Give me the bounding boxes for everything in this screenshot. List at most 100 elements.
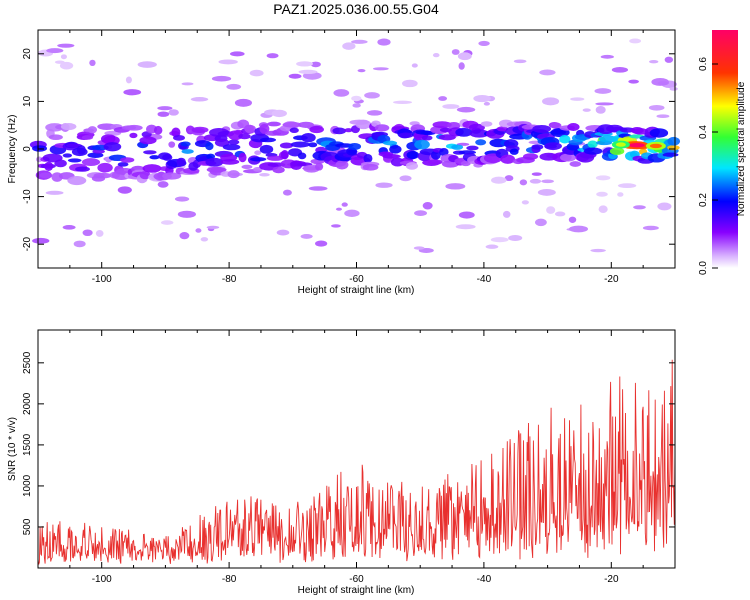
- spectrogram-cell: [92, 149, 105, 154]
- spectrogram-cell: [633, 205, 646, 210]
- spectrogram-cell: [441, 160, 459, 168]
- spectrogram-cell: [168, 141, 176, 148]
- spectrogram-cell: [348, 149, 358, 154]
- spectrogram-cell: [87, 152, 104, 158]
- spectrogram-cell: [490, 237, 509, 243]
- spectrogram-cell: [44, 161, 54, 172]
- spectrogram-cell: [259, 172, 270, 177]
- spectrogram-cell: [531, 172, 542, 176]
- spectrogram-cell: [456, 106, 476, 113]
- colorbar-tick-label: 0.2: [698, 193, 709, 207]
- spectrogram-cell: [82, 229, 93, 237]
- spectrogram-cell: [211, 75, 232, 82]
- spectrogram-cell: [62, 153, 73, 158]
- spectrogram-cell: [657, 202, 672, 211]
- spectrogram-cell: [282, 189, 292, 196]
- snr-x-ticks: -100 -80 -60 -40 -20: [69, 330, 644, 585]
- spectrogram-cell: [366, 110, 383, 116]
- spectrogram-cell: [32, 145, 48, 152]
- colorbar-tick-label: 0.4: [698, 125, 709, 139]
- spectrogram-cell: [657, 81, 669, 86]
- colorbar-tick-label: 0.0: [698, 261, 709, 275]
- spectrogram-cell: [137, 61, 157, 68]
- spectrogram-cell: [89, 59, 96, 67]
- spectrogram-cell: [442, 104, 460, 109]
- spectrogram-cell: [559, 135, 571, 144]
- spectrogram-cell: [374, 124, 390, 132]
- spectrogram-cell: [315, 240, 328, 247]
- spectrogram-cell: [546, 206, 556, 214]
- spectrogram-cell: [335, 207, 342, 211]
- heat-y-tick-label: 20: [22, 48, 33, 60]
- spectrogram-cell: [377, 38, 391, 46]
- spectrogram-cell: [181, 149, 194, 154]
- spectrogram-cell: [466, 145, 479, 151]
- spectrogram-cell: [445, 183, 466, 190]
- spectrogram-cell: [62, 225, 76, 230]
- spectrogram-cell: [296, 61, 313, 67]
- spectrogram-cell: [522, 153, 539, 160]
- spectrogram-cell: [335, 160, 349, 170]
- snr-x-tick-label: -80: [222, 574, 237, 585]
- heat-x-tick-label: -20: [604, 274, 619, 285]
- spectrogram-cell: [567, 123, 580, 131]
- spectrogram-cell: [617, 192, 624, 197]
- snr-y-tick-label: 1500: [22, 433, 33, 456]
- spectrogram-cell: [508, 235, 523, 242]
- spectrogram-cell: [583, 147, 603, 155]
- spectrogram-cell: [649, 143, 662, 149]
- spectrogram-cell: [669, 86, 678, 91]
- spectrogram-cell: [473, 94, 491, 103]
- spectrogram-cell: [402, 79, 418, 88]
- spectrogram-cell: [120, 157, 135, 163]
- spectrogram-cell: [609, 147, 625, 155]
- spectrogram-cell: [496, 126, 509, 132]
- spectrogram-cell: [308, 142, 318, 148]
- spectrogram-cell: [241, 164, 253, 170]
- spectrogram-cell: [554, 211, 566, 217]
- spectrogram-cell: [54, 60, 65, 64]
- spectrogram-cell: [228, 139, 240, 145]
- spectrogram-cell: [254, 150, 262, 156]
- spectrogram-cell: [153, 125, 163, 135]
- spectrogram-cell: [227, 170, 240, 179]
- spectrogram-cell: [611, 67, 629, 73]
- spectrogram-cell: [97, 162, 113, 173]
- spectrogram-cell: [600, 54, 614, 59]
- snr-panel: -100 -80 -60 -40 -20 500 1000 1500 2000 2500 Hei…: [7, 329, 676, 596]
- spectrogram-cell: [595, 105, 606, 114]
- snr-series-line: [37, 359, 676, 565]
- spectrogram-cell: [249, 69, 264, 77]
- spectrogram-cell: [458, 62, 465, 70]
- heat-y-tick-label: 10: [22, 95, 33, 107]
- figure-title: PAZ1.2025.036.00.55.G04: [273, 1, 439, 17]
- spectrogram-cell: [60, 123, 77, 131]
- spectrogram-cell: [177, 210, 197, 218]
- snr-x-tick-label: -100: [92, 574, 112, 585]
- spectrogram-cell: [289, 127, 299, 134]
- spectrogram-cell: [162, 153, 173, 161]
- spectrogram-cell: [414, 210, 427, 217]
- spectrogram-cell: [45, 190, 64, 195]
- spectrogram-cell: [267, 121, 281, 127]
- spectrogram-cell: [352, 103, 361, 108]
- spectrogram-cell: [568, 216, 577, 223]
- snr-plot-area: [38, 330, 675, 568]
- spectrogram-cell: [173, 134, 185, 141]
- spectrogram-cell: [222, 143, 241, 151]
- spectrogram-cell: [205, 157, 224, 167]
- spectrogram-cell: [344, 128, 353, 133]
- spectrogram-cell: [260, 137, 277, 143]
- spectrogram-cell: [93, 172, 112, 179]
- spectrogram-cell: [628, 142, 645, 148]
- spectrogram-cell: [502, 210, 511, 218]
- spectrogram-cell: [60, 54, 67, 60]
- spectrogram-cell: [617, 183, 637, 189]
- spectrogram-cell: [483, 101, 490, 106]
- spectrogram-cell: [439, 147, 449, 157]
- spectrogram-cell: [309, 125, 324, 134]
- spectrogram-cell: [315, 163, 324, 171]
- spectrogram-cell: [46, 48, 64, 54]
- snr-y-tick-label: 2500: [22, 351, 33, 374]
- spectrogram-cell: [81, 158, 101, 167]
